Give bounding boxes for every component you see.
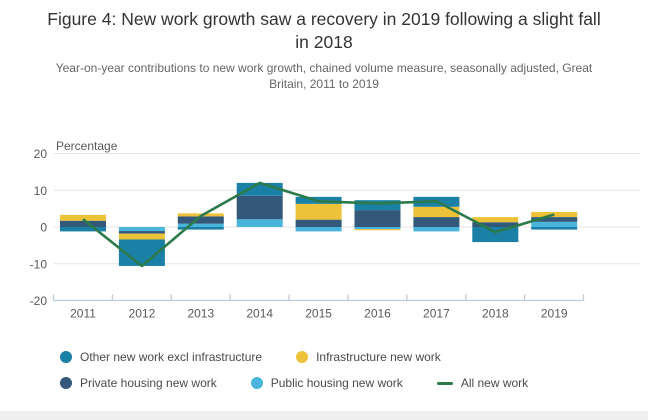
svg-text:-10: -10: [30, 257, 48, 271]
legend-row-1: Other new work excl infrastructure Infra…: [60, 350, 620, 364]
legend-label: Infrastructure new work: [316, 350, 441, 364]
svg-text:2014: 2014: [246, 307, 273, 321]
svg-text:10: 10: [34, 184, 48, 198]
svg-text:0: 0: [40, 221, 47, 235]
legend-label: Private housing new work: [80, 376, 217, 390]
chart-legend: Other new work excl infrastructure Infra…: [60, 350, 620, 402]
legend-item-private-housing: Private housing new work: [60, 376, 217, 390]
chart-plot: 20 10 0 -10 -20 2011 2012 2013 2014 2015 2016 2017 2…: [30, 147, 640, 321]
public-housing-dot-icon: [250, 377, 263, 389]
svg-text:-20: -20: [30, 294, 48, 308]
private-housing-dot-icon: [60, 377, 72, 389]
svg-text:2011: 2011: [70, 307, 96, 321]
legend-label: Public housing new work: [270, 376, 403, 390]
chart-title: Figure 4: New work growth saw a recovery…: [47, 9, 601, 52]
other-new-work-dot-icon: [60, 351, 72, 363]
legend-item-public-housing: Public housing new work: [250, 376, 403, 390]
svg-text:2016: 2016: [364, 307, 391, 321]
legend-label: All new work: [460, 376, 529, 390]
chart-subtitle: Year-on-year contributions to new work g…: [55, 61, 593, 92]
svg-text:2012: 2012: [129, 307, 156, 321]
page-background-strip: [0, 411, 648, 420]
infrastructure-dot-icon: [296, 351, 309, 363]
y-axis-title: Percentage: [56, 139, 118, 153]
svg-text:2013: 2013: [187, 307, 214, 321]
legend-item-other-new-work: Other new work excl infrastructure: [60, 350, 262, 364]
svg-text:2019: 2019: [541, 307, 568, 321]
svg-text:20: 20: [34, 147, 48, 161]
legend-item-infrastructure: Infrastructure new work: [296, 350, 441, 364]
all-new-work-line-icon: [436, 381, 453, 385]
legend-label: Other new work excl infrastructure: [80, 350, 263, 364]
legend-row-2: Private housing new work Public housing …: [60, 376, 620, 390]
svg-text:2015: 2015: [305, 307, 332, 321]
svg-text:2018: 2018: [482, 307, 509, 321]
svg-text:2017: 2017: [423, 307, 450, 321]
legend-item-all-new-work: All new work: [436, 376, 529, 390]
